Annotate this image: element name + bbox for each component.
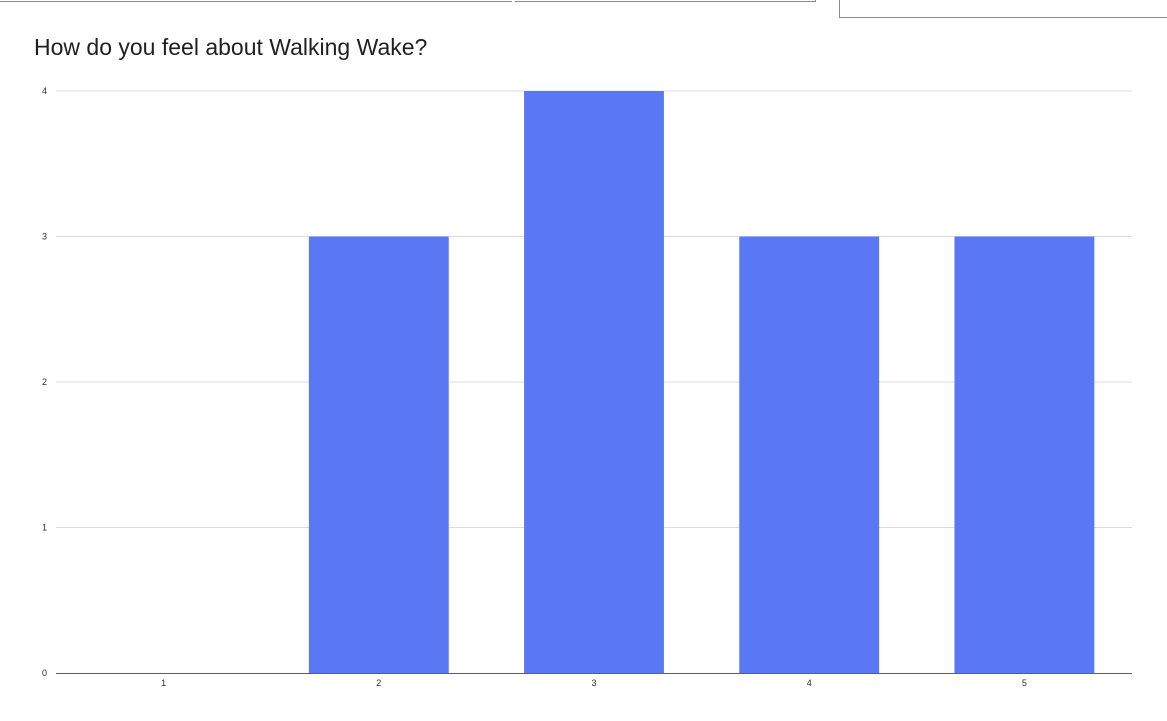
- frame-top-middle-line: [515, 1, 816, 2]
- frame-top-left-line: [0, 1, 512, 2]
- x-tick-label-5: 5: [1022, 678, 1027, 688]
- x-tick-label-4: 4: [807, 678, 812, 688]
- bar-4: [739, 236, 880, 673]
- y-tick-label-4: 4: [42, 86, 47, 96]
- y-axis-tick-labels: 0 1 2 3 4: [42, 86, 47, 678]
- y-tick-label-2: 2: [42, 377, 47, 387]
- bars: [308, 91, 1095, 673]
- bar-3: [524, 91, 664, 673]
- frame-top-middle-right-edge: [815, 0, 816, 2]
- x-tick-label-1: 1: [161, 678, 166, 688]
- chart-title: How do you feel about Walking Wake?: [34, 34, 428, 60]
- x-axis-tick-labels: 1 2 3 4 5: [161, 678, 1027, 688]
- bar-2: [308, 236, 449, 673]
- frame-top-right-left-edge: [839, 0, 840, 18]
- y-tick-label-3: 3: [42, 232, 47, 242]
- frame-top-right-bottom-edge: [839, 17, 1167, 18]
- bar-5: [954, 236, 1095, 673]
- y-tick-label-0: 0: [42, 668, 47, 678]
- x-tick-label-2: 2: [376, 678, 381, 688]
- y-tick-label-1: 1: [42, 523, 47, 533]
- x-tick-label-3: 3: [591, 678, 596, 688]
